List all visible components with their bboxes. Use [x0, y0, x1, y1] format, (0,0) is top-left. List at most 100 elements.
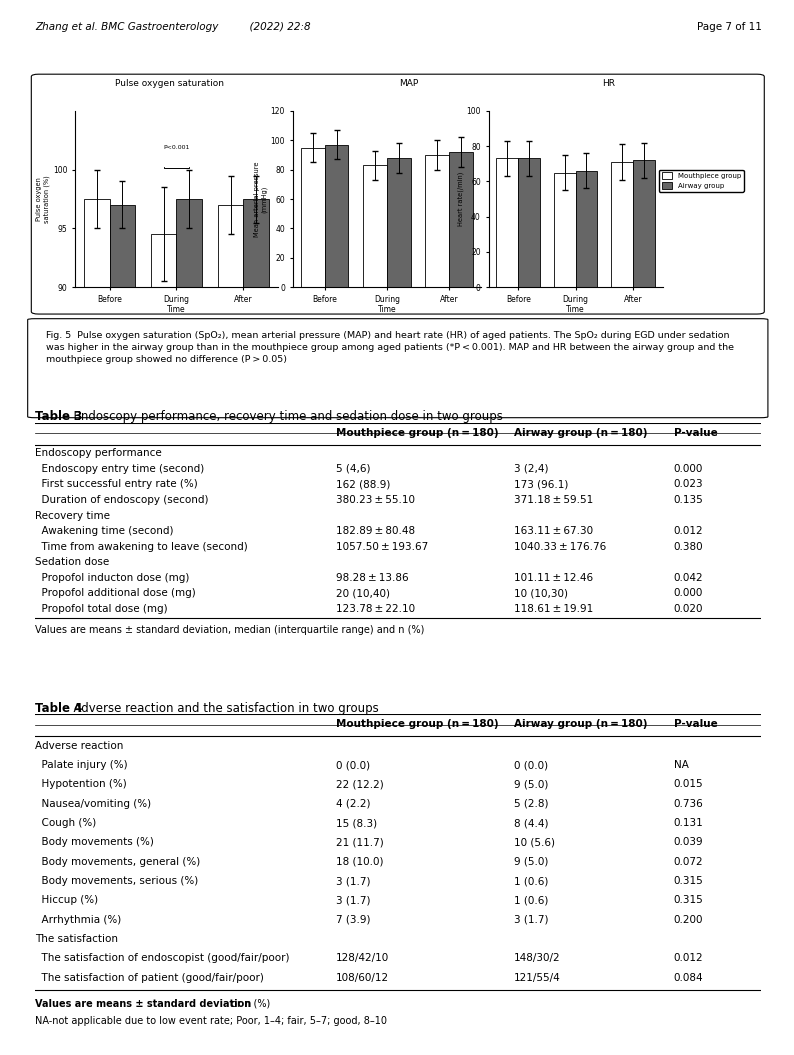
Text: 3 (2,4): 3 (2,4)	[514, 464, 549, 474]
Text: The satisfaction of patient (good/fair/poor): The satisfaction of patient (good/fair/p…	[35, 973, 264, 982]
Text: 0.042: 0.042	[673, 573, 703, 582]
Text: Propofol total dose (mg): Propofol total dose (mg)	[35, 603, 168, 614]
Text: 0.015: 0.015	[673, 780, 703, 789]
Bar	[176, 199, 202, 1055]
Text: 0.131: 0.131	[673, 818, 703, 828]
Bar	[518, 158, 540, 287]
Text: Cough (%): Cough (%)	[35, 818, 96, 828]
Text: 4 (2.2): 4 (2.2)	[336, 799, 371, 809]
Text: The satisfaction of endoscopist (good/fair/poor): The satisfaction of endoscopist (good/fa…	[35, 954, 290, 963]
Text: 0.039: 0.039	[673, 838, 703, 847]
Bar	[244, 199, 269, 1055]
Text: 128/42/10: 128/42/10	[336, 954, 389, 963]
Text: Body movements, general (%): Body movements, general (%)	[35, 857, 200, 867]
Text: Adverse reaction: Adverse reaction	[35, 741, 123, 751]
Text: 3 (1.7): 3 (1.7)	[336, 896, 371, 905]
Text: 121/55/4: 121/55/4	[514, 973, 561, 982]
Text: Body movements (%): Body movements (%)	[35, 838, 154, 847]
Text: Endoscopy entry time (second): Endoscopy entry time (second)	[35, 464, 204, 474]
Text: Zhang et al. BMC Gastroenterology   (2022) 22:8: Zhang et al. BMC Gastroenterology (2022)…	[36, 22, 311, 32]
Bar	[611, 162, 633, 287]
Text: 1 (0.6): 1 (0.6)	[514, 896, 549, 905]
Text: 8 (4.4): 8 (4.4)	[514, 818, 549, 828]
Text: 1057.50 ± 193.67: 1057.50 ± 193.67	[336, 541, 428, 552]
Text: NA-not applicable due to low event rate; Poor, 1–4; fair, 5–7; good, 8–10: NA-not applicable due to low event rate;…	[35, 1016, 387, 1027]
Text: Nausea/vomiting (%): Nausea/vomiting (%)	[35, 799, 151, 809]
Text: 5 (2.8): 5 (2.8)	[514, 799, 549, 809]
Y-axis label: Pulse oxygen
saturation (%): Pulse oxygen saturation (%)	[37, 175, 50, 223]
Text: 98.28 ± 13.86: 98.28 ± 13.86	[336, 573, 409, 582]
Text: Endoscopy performance: Endoscopy performance	[35, 448, 162, 458]
Bar	[496, 158, 518, 287]
Text: Mouthpiece group (n = 180): Mouthpiece group (n = 180)	[336, 427, 499, 438]
Text: The satisfaction: The satisfaction	[35, 934, 118, 944]
Text: 163.11 ± 67.30: 163.11 ± 67.30	[514, 526, 593, 536]
Text: 5 (4,6): 5 (4,6)	[336, 464, 371, 474]
Text: 182.89 ± 80.48: 182.89 ± 80.48	[336, 526, 415, 536]
Text: 0.380: 0.380	[673, 541, 703, 552]
Bar	[325, 145, 349, 287]
Text: Recovery time: Recovery time	[35, 511, 110, 520]
Text: 0.315: 0.315	[673, 896, 703, 905]
Text: 118.61 ± 19.91: 118.61 ± 19.91	[514, 603, 593, 614]
Text: Hiccup (%): Hiccup (%)	[35, 896, 98, 905]
Text: Airway group (n = 180): Airway group (n = 180)	[514, 720, 647, 729]
FancyBboxPatch shape	[31, 74, 765, 314]
Bar	[301, 148, 325, 287]
Text: Body movements, serious (%): Body movements, serious (%)	[35, 876, 199, 886]
Text: 0 (0.0): 0 (0.0)	[514, 761, 548, 770]
Text: Table 3: Table 3	[35, 410, 83, 423]
Text: 9 (5.0): 9 (5.0)	[514, 857, 549, 867]
Text: Page 7 of 11: Page 7 of 11	[697, 22, 762, 32]
Text: Arrhythmia (%): Arrhythmia (%)	[35, 915, 121, 924]
Text: 3 (1.7): 3 (1.7)	[514, 915, 549, 924]
Bar	[553, 173, 576, 287]
Bar	[426, 155, 449, 287]
Text: 18 (10.0): 18 (10.0)	[336, 857, 384, 867]
Text: First successful entry rate (%): First successful entry rate (%)	[35, 479, 198, 490]
Text: 0.736: 0.736	[673, 799, 703, 809]
Text: Duration of endoscopy (second): Duration of endoscopy (second)	[35, 495, 209, 505]
Legend: Mouthpiece group, Airway group: Mouthpiece group, Airway group	[659, 170, 744, 192]
Bar	[151, 234, 176, 1055]
Text: 0.135: 0.135	[673, 495, 703, 505]
Text: 173 (96.1): 173 (96.1)	[514, 479, 569, 490]
Bar	[110, 205, 135, 1055]
Text: 0.020: 0.020	[673, 603, 703, 614]
Text: P<0.001: P<0.001	[164, 145, 190, 150]
Text: 0.200: 0.200	[673, 915, 703, 924]
Text: or n (%): or n (%)	[228, 999, 271, 1009]
Text: 9 (5.0): 9 (5.0)	[514, 780, 549, 789]
Text: Pulse oxygen saturation: Pulse oxygen saturation	[114, 79, 224, 88]
Bar	[387, 158, 410, 287]
Text: Hypotention (%): Hypotention (%)	[35, 780, 127, 789]
Text: 10 (5.6): 10 (5.6)	[514, 838, 555, 847]
Text: Sedation dose: Sedation dose	[35, 557, 110, 568]
Text: 371.18 ± 59.51: 371.18 ± 59.51	[514, 495, 593, 505]
Text: 1040.33 ± 176.76: 1040.33 ± 176.76	[514, 541, 606, 552]
Y-axis label: Mean arterial pressure
(mmHg): Mean arterial pressure (mmHg)	[254, 161, 268, 236]
Text: 148/30/2: 148/30/2	[514, 954, 561, 963]
Text: 3 (1.7): 3 (1.7)	[336, 876, 371, 886]
Text: 1 (0.6): 1 (0.6)	[514, 876, 549, 886]
Text: Propofol inducton dose (mg): Propofol inducton dose (mg)	[35, 573, 189, 582]
Text: Airway group (n = 180): Airway group (n = 180)	[514, 427, 647, 438]
Text: Endoscopy performance, recovery time and sedation dose in two groups: Endoscopy performance, recovery time and…	[66, 410, 503, 423]
Text: P-value: P-value	[673, 427, 717, 438]
Text: MAP: MAP	[399, 79, 418, 88]
Text: 0 (0.0): 0 (0.0)	[336, 761, 370, 770]
Text: Fig. 5  Pulse oxygen saturation (SpO₂), mean arterial pressure (MAP) and heart r: Fig. 5 Pulse oxygen saturation (SpO₂), m…	[46, 331, 734, 364]
Text: Mouthpiece group (n = 180): Mouthpiece group (n = 180)	[336, 720, 499, 729]
Text: Time from awakening to leave (second): Time from awakening to leave (second)	[35, 541, 248, 552]
Text: Propofol additional dose (mg): Propofol additional dose (mg)	[35, 589, 195, 598]
Text: 22 (12.2): 22 (12.2)	[336, 780, 384, 789]
Bar	[364, 166, 387, 287]
Text: 0.315: 0.315	[673, 876, 703, 886]
Text: 20 (10,40): 20 (10,40)	[336, 589, 390, 598]
Text: Table 4: Table 4	[35, 702, 83, 714]
Text: 0.084: 0.084	[673, 973, 703, 982]
Text: 10 (10,30): 10 (10,30)	[514, 589, 568, 598]
Text: 0.012: 0.012	[673, 954, 703, 963]
Text: Palate injury (%): Palate injury (%)	[35, 761, 128, 770]
FancyBboxPatch shape	[28, 319, 768, 418]
